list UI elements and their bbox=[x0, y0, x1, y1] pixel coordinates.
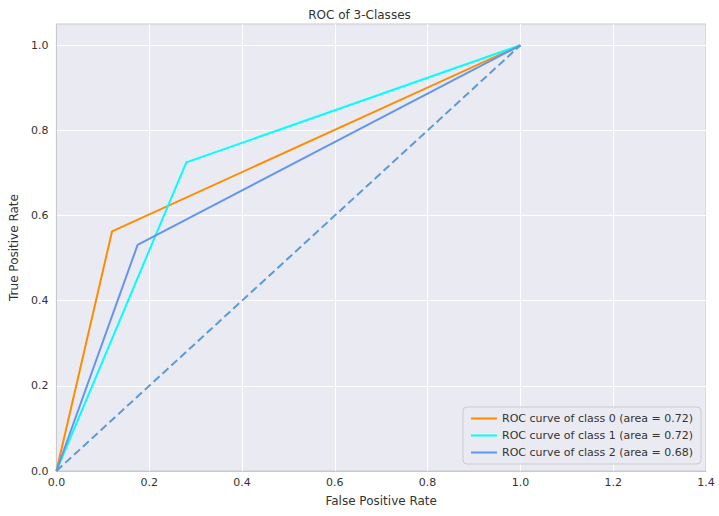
svg-text:0.4: 0.4 bbox=[31, 294, 49, 307]
svg-text:0.6: 0.6 bbox=[326, 476, 344, 489]
svg-text:0.0: 0.0 bbox=[31, 465, 49, 478]
svg-text:1.0: 1.0 bbox=[512, 476, 530, 489]
svg-text:ROC curve of class 0 (area = 0: ROC curve of class 0 (area = 0.72) bbox=[502, 412, 693, 425]
svg-text:1.2: 1.2 bbox=[604, 476, 622, 489]
svg-text:0.4: 0.4 bbox=[233, 476, 251, 489]
svg-text:False Positive Rate: False Positive Rate bbox=[325, 494, 437, 508]
svg-text:0.8: 0.8 bbox=[31, 124, 49, 137]
svg-text:1.4: 1.4 bbox=[697, 476, 715, 489]
svg-text:0.8: 0.8 bbox=[419, 476, 437, 489]
svg-text:True Positive Rate: True Positive Rate bbox=[7, 194, 21, 302]
svg-text:ROC curve of class 1 (area = 0: ROC curve of class 1 (area = 0.72) bbox=[502, 429, 693, 442]
svg-text:1.0: 1.0 bbox=[31, 39, 49, 52]
svg-text:0.2: 0.2 bbox=[140, 476, 158, 489]
svg-text:0.0: 0.0 bbox=[48, 476, 66, 489]
svg-text:0.2: 0.2 bbox=[31, 379, 49, 392]
svg-text:ROC curve of class 2 (area = 0: ROC curve of class 2 (area = 0.68) bbox=[502, 446, 693, 459]
svg-text:0.6: 0.6 bbox=[31, 209, 49, 222]
svg-text:ROC of 3-Classes: ROC of 3-Classes bbox=[308, 8, 411, 22]
